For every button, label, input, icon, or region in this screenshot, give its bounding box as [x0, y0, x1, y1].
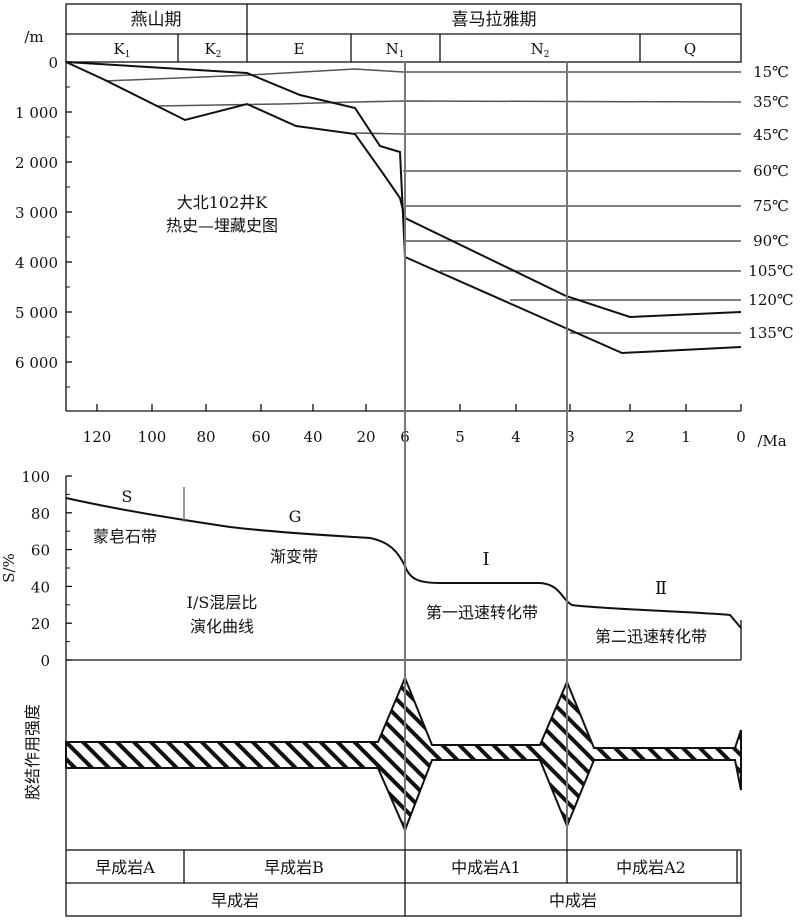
zone-1-name: 第一迅速转化带	[426, 603, 538, 622]
isotherm-lines	[104, 68, 742, 334]
isotherm-35	[157, 100, 742, 107]
depth-tick-label-5: 5 000	[15, 304, 58, 322]
cementation-band: 胶结作用强度	[23, 660, 742, 850]
period-himalaya: 喜马拉雅期	[452, 10, 537, 30]
zone-g-name: 渐变带	[270, 547, 318, 566]
isotherm-label-90: 90℃	[753, 232, 789, 250]
stage-label-3: N1	[386, 40, 405, 60]
diagenesis-table	[65, 849, 742, 917]
zone-g-letter: G	[289, 507, 302, 526]
is-tick-label-2: 60	[31, 542, 50, 560]
age-tick-label-8: 4	[511, 428, 521, 446]
age-tick-label-5: 20	[356, 428, 375, 446]
is-ylabel: S/%	[0, 553, 18, 583]
age-axis: 120100806040206543210	[83, 404, 746, 446]
stage-label-1: K2	[205, 40, 222, 60]
isotherm-label-105: 105℃	[748, 262, 793, 280]
isotherm-45	[354, 132, 741, 135]
is-tick-label-4: 20	[31, 615, 50, 633]
cementation-ylabel: 胶结作用强度	[23, 704, 42, 800]
period-yanshan: 燕山期	[131, 10, 182, 30]
zone-1-numeral: Ⅰ	[482, 549, 489, 570]
diagenesis-middle: 中成岩	[549, 891, 597, 910]
stage-label-2: E	[294, 40, 305, 58]
isotherm-label-120: 120℃	[748, 291, 793, 309]
age-tick-label-3: 60	[251, 428, 270, 446]
is-tick-label-1: 80	[31, 505, 50, 523]
diagenesis-early-b: 早成岩B	[264, 858, 324, 877]
depth-tick-label-0: 0	[48, 54, 58, 72]
age-tick-label-10: 2	[625, 428, 635, 446]
is-tick-label-5: 0	[40, 652, 50, 670]
cementation-hatched-area	[65, 675, 742, 833]
diagenesis-early-a: 早成岩A	[95, 858, 155, 877]
age-tick-label-2: 80	[196, 428, 215, 446]
depth-tick-label-1: 1 000	[15, 104, 58, 122]
diagenesis-early: 早成岩	[211, 891, 259, 910]
depth-unit: /m	[24, 28, 43, 46]
isotherm-label-35: 35℃	[753, 93, 789, 111]
time-guide-lines	[404, 62, 568, 850]
isotherm-label-60: 60℃	[753, 162, 789, 180]
burial-curve-lower	[65, 61, 742, 355]
isotherm-label-15: 15℃	[753, 63, 789, 81]
stage-label-4: N2	[531, 40, 550, 60]
age-tick-label-11: 1	[681, 428, 691, 446]
age-unit: /Ma	[757, 432, 786, 450]
age-tick-label-0: 120	[83, 428, 112, 446]
is-curve-name-line1: I/S混层比	[187, 593, 258, 612]
stage-labels: K1 K2 E N1 N2 Q	[114, 40, 697, 60]
depth-tick-label-4: 4 000	[15, 254, 58, 272]
is-tick-label-0: 100	[21, 468, 50, 486]
is-chart: 100 80 60 40 20 0 S/% S 蒙皂石带 G 渐变带 I/S混层比 演化曲…	[0, 468, 742, 670]
age-tick-label-12: 0	[736, 428, 746, 446]
stage-label-0: K1	[114, 40, 131, 60]
zone-2-name: 第二迅速转化带	[595, 627, 707, 646]
stage-label-5: Q	[684, 40, 696, 58]
zone-s-letter: S	[122, 487, 133, 506]
is-tick-label-3: 40	[31, 578, 50, 596]
burial-chart-title-line1: 大北102井K	[177, 193, 269, 212]
depth-tick-label-3: 3 000	[15, 204, 58, 222]
is-evolution-curve	[65, 497, 742, 629]
age-tick-label-9: 3	[565, 428, 575, 446]
isotherm-label-135: 135℃	[748, 324, 793, 342]
isotherm-15	[104, 68, 741, 82]
diagenesis-middle-a1: 中成岩A1	[451, 858, 521, 877]
period-header	[65, 3, 742, 63]
is-curve-name-line2: 演化曲线	[190, 617, 254, 636]
is-y-axis: 100 80 60 40 20 0	[21, 468, 72, 670]
age-tick-label-7: 5	[455, 428, 465, 446]
zone-s-name: 蒙皂石带	[93, 527, 157, 546]
isotherm-label-75: 75℃	[753, 197, 789, 215]
depth-axis: 0 1 000 2 000 3 000 4 000 5 000 6 000	[15, 54, 72, 388]
depth-tick-label-2: 2 000	[15, 154, 58, 172]
isotherm-label-45: 45℃	[753, 126, 789, 144]
burial-chart-title-line2: 热史—埋藏史图	[166, 216, 278, 235]
depth-tick-label-6: 6 000	[15, 354, 58, 372]
burial-curve-upper	[65, 61, 742, 319]
diagenesis-middle-a2: 中成岩A2	[616, 858, 686, 877]
age-tick-label-4: 40	[303, 428, 322, 446]
zone-2-numeral: Ⅱ	[655, 578, 667, 599]
age-tick-label-1: 100	[138, 428, 167, 446]
